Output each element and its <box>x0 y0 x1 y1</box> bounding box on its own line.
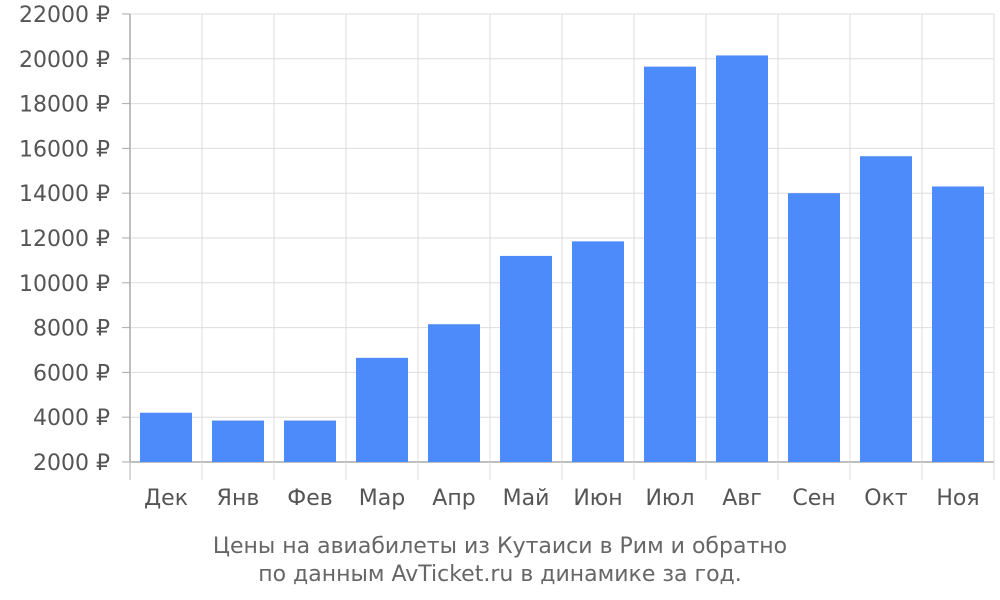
y-tick-label: 8000 ₽ <box>33 317 110 342</box>
bar-9 <box>716 55 768 462</box>
y-tick-label: 2000 ₽ <box>33 451 110 476</box>
bar-8 <box>644 66 696 462</box>
chart-caption-line-2: по данным AvTicket.ru в динамике за год. <box>258 562 742 587</box>
bar-10 <box>788 193 840 462</box>
bar-2 <box>212 420 264 462</box>
bar-11 <box>860 156 912 463</box>
x-tick-label: Июн <box>573 486 622 511</box>
x-tick-label: Фев <box>287 486 332 511</box>
y-tick-label: 10000 ₽ <box>19 272 110 297</box>
bar-6 <box>500 255 552 462</box>
y-tick-label: 6000 ₽ <box>33 361 110 386</box>
bar-3 <box>284 420 336 462</box>
y-tick-label: 12000 ₽ <box>19 227 110 252</box>
y-tick-label: 14000 ₽ <box>19 182 110 207</box>
y-tick-label: 20000 ₽ <box>19 48 110 73</box>
y-tick-label: 16000 ₽ <box>19 137 110 162</box>
chart-caption-line-1: Цены на авиабилеты из Кутаиси в Рим и об… <box>212 534 788 559</box>
x-tick-label: Сен <box>792 486 835 511</box>
bar-4 <box>356 357 408 462</box>
y-tick-label: 18000 ₽ <box>19 93 110 118</box>
bar-1 <box>140 412 192 462</box>
x-tick-label: Дек <box>144 486 188 511</box>
bar-5 <box>428 324 480 462</box>
x-tick-label: Июл <box>645 486 694 511</box>
bar-7 <box>572 241 624 462</box>
bar-chart: 2000 ₽ 4000 ₽ 6000 ₽ 8000 ₽ 10000 ₽ 12000 ₽ 14… <box>19 3 995 511</box>
bar-12 <box>932 186 984 463</box>
x-tick-label: Мар <box>359 486 405 511</box>
x-tick-label: Ноя <box>936 486 979 511</box>
y-tick-label: 22000 ₽ <box>19 3 110 28</box>
x-tick-label: Май <box>503 486 550 511</box>
y-tick-label: 4000 ₽ <box>33 406 110 431</box>
x-tick-label: Авг <box>722 486 762 511</box>
x-tick-label: Апр <box>432 486 475 511</box>
x-tick-label: Окт <box>864 486 908 511</box>
x-tick-label: Янв <box>217 486 260 511</box>
